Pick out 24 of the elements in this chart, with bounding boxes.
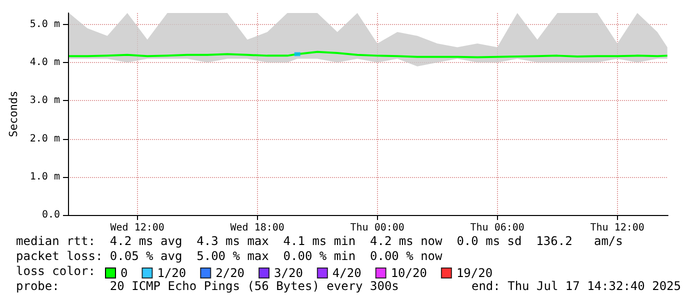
y-axis-title: Seconds bbox=[7, 90, 20, 138]
legend-label: 19/20 bbox=[456, 266, 493, 280]
x-tick-label: Wed 18:00 bbox=[230, 222, 284, 234]
y-tick-label: 3.0 m bbox=[30, 95, 60, 106]
y-tick-label: 2.0 m bbox=[30, 133, 60, 144]
y-tick-label: 4.0 m bbox=[30, 57, 60, 68]
text: packet loss: 0.05 % avg 5.00 % max 0.00 % min 0.00 % now bbox=[16, 249, 444, 263]
legend-label: 1/20 bbox=[157, 266, 186, 280]
text: end: Thu Jul 17 14:32:40 2025 bbox=[471, 279, 681, 293]
legend-label: 3/20 bbox=[274, 266, 303, 280]
legend-label: 10/20 bbox=[390, 266, 427, 280]
text: probe: 20 ICMP Echo Pings (56 Bytes) every 300s bbox=[16, 279, 399, 293]
legend-title: loss color: bbox=[16, 264, 96, 278]
text: median rtt: 4.2 ms avg 4.3 ms max 4.1 ms min 4.2 ms now 0.0 ms sd 136.2 am/s bbox=[16, 234, 623, 248]
x-tick-label: Thu 00:00 bbox=[350, 222, 404, 234]
legend-label: 0 bbox=[120, 266, 128, 280]
y-tick-label: 5.0 m bbox=[30, 18, 60, 30]
x-tick-label: Thu 06:00 bbox=[470, 222, 524, 234]
legend-label: 4/20 bbox=[332, 266, 362, 280]
legend-label: 2/20 bbox=[216, 266, 245, 280]
x-tick-label: Thu 12:00 bbox=[590, 222, 644, 234]
y-tick-label: 0.0 bbox=[42, 210, 60, 220]
x-tick-label: Wed 12:00 bbox=[110, 222, 164, 234]
y-tick-label: 1.0 m bbox=[30, 171, 60, 182]
